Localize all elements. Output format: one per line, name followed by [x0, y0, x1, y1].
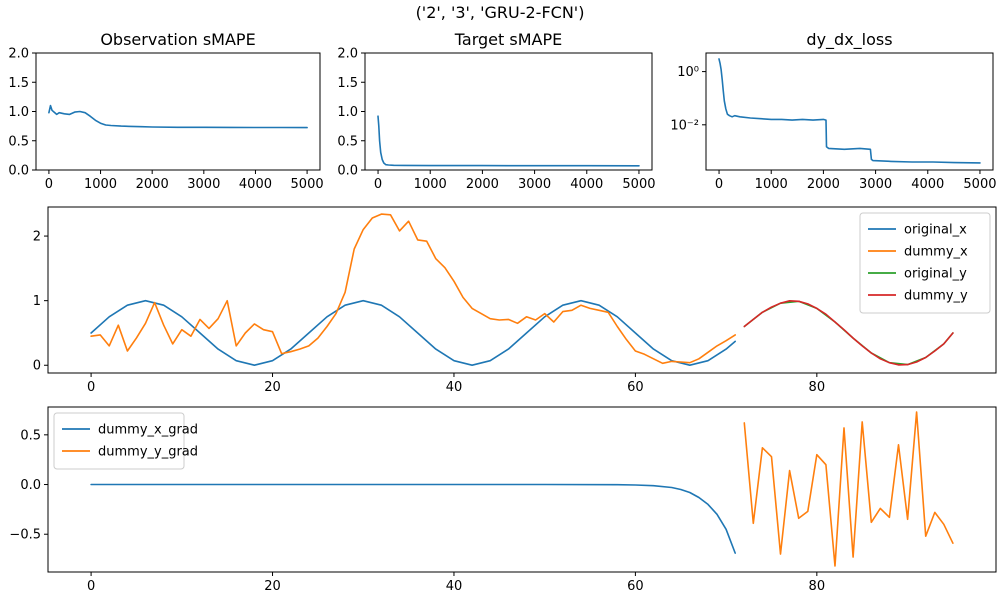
x-tick-label: 2000 [466, 177, 499, 192]
y-tick-label: 0.5 [8, 134, 29, 149]
x-tick-label: 60 [627, 579, 644, 594]
series-line-target-smape-0 [377, 115, 640, 167]
axes-frame [364, 52, 653, 171]
x-tick-label: 0 [87, 579, 95, 594]
legend-label: original_y [904, 267, 967, 282]
series-line-dummy-y-grad [743, 411, 954, 567]
y-tick-label: 1.5 [337, 76, 358, 91]
chart-target_smape: 0 1000 2000 3000 4000 5000 0.0 0.5 1.0 1.5 2.0 Targ… [337, 30, 655, 192]
legend-label: dummy_y_grad [98, 445, 198, 460]
y-tick-label: 1.5 [8, 76, 29, 91]
x-tick-label: 80 [809, 579, 826, 594]
series-line-dummy-x [90, 213, 737, 365]
x-tick-label: 80 [809, 380, 826, 395]
x-tick-label: 5000 [291, 177, 324, 192]
y-tick-label: 10⁰ [677, 65, 699, 80]
x-tick-label: 40 [446, 380, 463, 395]
y-tick-label: 1 [33, 294, 41, 309]
chart-dy_dx_loss: 0 1000 2000 3000 4000 5000 10⁰ 10⁻² dy_dx_loss [670, 30, 996, 192]
chart-series_plot: 0 20 40 60 80 0 1 2 original_x dummy_x original_yd… [33, 206, 997, 395]
legend: original_x dummy_x original_y dummy_y [859, 212, 991, 314]
x-tick-label: 2000 [136, 177, 169, 192]
series-line-original-x [90, 299, 737, 367]
figure-suptitle: ('2', '3', 'GRU-2-FCN') [416, 3, 585, 22]
series-line-dy-dx-loss-0 [718, 58, 981, 164]
x-tick-label: 1000 [414, 177, 447, 192]
y-tick-label: 2 [33, 230, 41, 245]
y-tick-label: 2.0 [8, 47, 29, 62]
x-tick-label: 1000 [84, 177, 117, 192]
x-tick-label: 2000 [807, 177, 840, 192]
y-tick-label: 0.0 [337, 164, 358, 179]
legend-label: dummy_x_grad [98, 423, 198, 438]
axes-frame [47, 406, 997, 573]
x-tick-label: 60 [627, 380, 644, 395]
y-tick-label: 1.0 [337, 105, 358, 120]
x-tick-label: 20 [264, 579, 281, 594]
x-tick-label: 40 [446, 579, 463, 594]
x-tick-label: 0 [715, 177, 723, 192]
y-tick-label: 0.5 [20, 428, 41, 443]
series-line-dummy-y [743, 299, 954, 366]
x-tick-label: 4000 [570, 177, 603, 192]
y-tick-label: 0.0 [8, 164, 29, 179]
x-tick-label: 0 [45, 177, 53, 192]
x-tick-label: 3000 [859, 177, 892, 192]
axes-frame [47, 206, 997, 374]
chart-title: dy_dx_loss [806, 30, 892, 50]
legend-label: dummy_x [904, 245, 968, 260]
legend-label: dummy_y [904, 289, 968, 304]
chart-grad_plot: 0 20 40 60 80 −0.5 0.0 0.5 dummy_x_grad dummy_y_g… [9, 406, 997, 594]
x-tick-label: 20 [264, 380, 281, 395]
y-tick-label: 10⁻² [670, 118, 699, 133]
x-tick-label: 3000 [187, 177, 220, 192]
series-line-obs-smape-0 [48, 104, 308, 129]
x-tick-label: 0 [374, 177, 382, 192]
x-tick-label: 0 [87, 380, 95, 395]
legend-box [859, 212, 991, 314]
series-line-dummy-x-grad [90, 483, 737, 554]
x-tick-label: 5000 [963, 177, 996, 192]
chart-title: Observation sMAPE [100, 30, 255, 49]
chart-obs_smape: 0 1000 2000 3000 4000 5000 0.0 0.5 1.0 1.5 2.0 Obse… [8, 30, 323, 192]
x-tick-label: 1000 [755, 177, 788, 192]
legend-box [53, 412, 185, 470]
x-tick-label: 5000 [622, 177, 655, 192]
y-tick-label: 0 [33, 359, 41, 374]
y-tick-label: −0.5 [9, 528, 41, 543]
plot-area: 0 1000 2000 3000 4000 50000.00.51.01.52.0Obse… [8, 30, 996, 594]
y-tick-label: 2.0 [337, 47, 358, 62]
x-tick-label: 4000 [239, 177, 272, 192]
legend-label: original_x [904, 223, 967, 238]
y-tick-label: 1.0 [8, 105, 29, 120]
x-tick-label: 3000 [518, 177, 551, 192]
y-tick-label: 0.5 [337, 134, 358, 149]
axes-frame [705, 52, 994, 171]
x-tick-label: 4000 [911, 177, 944, 192]
y-tick-label: 0.0 [20, 478, 41, 493]
legend: dummy_x_grad dummy_y_grad [53, 412, 198, 470]
chart-title: Target sMAPE [454, 30, 562, 49]
